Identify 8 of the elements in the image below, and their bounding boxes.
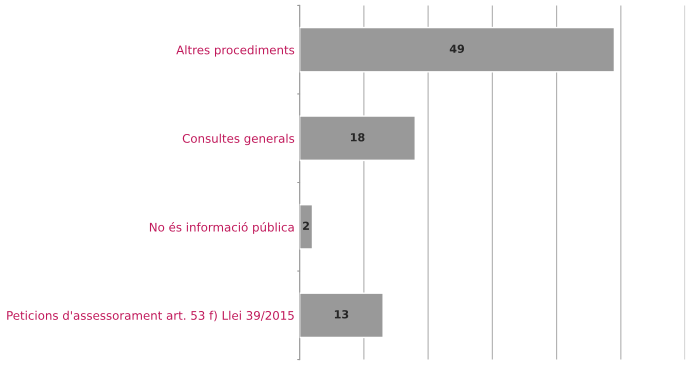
data-label: 18 (350, 133, 364, 142)
data-label: 13 (334, 310, 348, 318)
data-label: 49 (450, 44, 464, 53)
y-tick-label: Altres procediments (176, 45, 294, 57)
data-label: 2 (303, 222, 309, 230)
y-tick-label: Peticions d'assessorament art. 53 f) Llei 39/2015 (7, 310, 294, 322)
y-tick-label: No és informació pública (150, 222, 294, 234)
y-tick-label: Consultes generals (182, 134, 294, 146)
